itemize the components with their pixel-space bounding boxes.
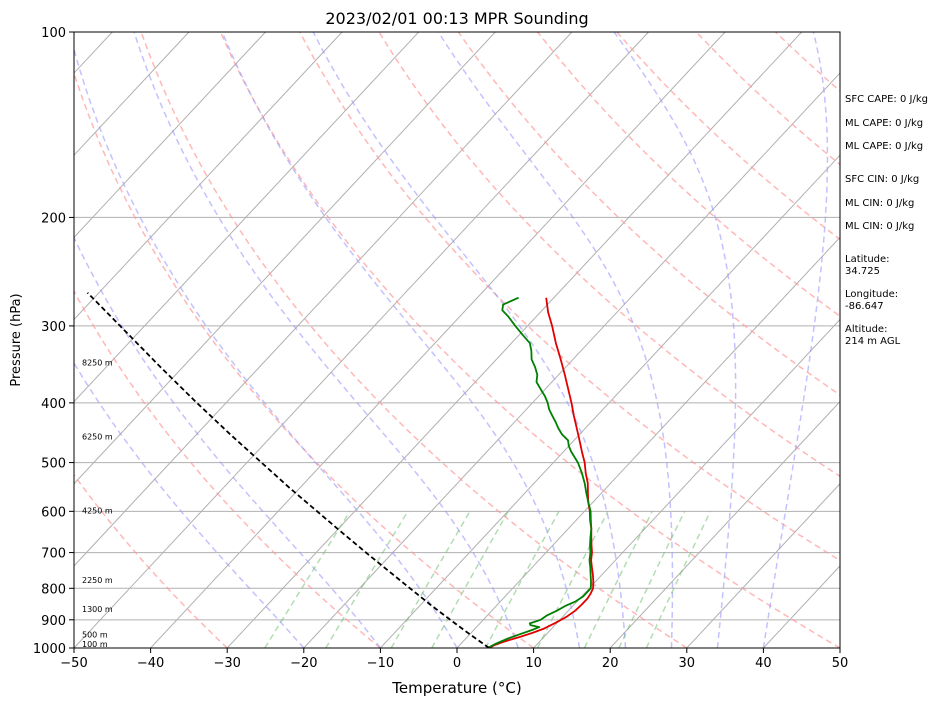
dry-adiabat-line [74,473,228,648]
x-tick-label: 40 [755,656,772,671]
sounding-parameter: SFC CAPE: 0 J/kg [845,94,928,105]
isotherm-line [686,483,840,648]
x-tick-label: −30 [213,656,240,671]
mixing-ratio-line [618,510,686,648]
moist-adiabat-line [74,235,381,648]
isotherm-line [226,32,803,648]
mixing-ratio-line [325,510,409,648]
height-label: 2250 m [82,576,113,585]
mixing-ratio-line [264,510,351,648]
isotherm-line [74,32,266,239]
x-tick-label: 10 [525,656,542,671]
y-tick-label: 700 [41,547,66,562]
dry-adiabat-line [219,32,840,648]
x-axis-label: Temperature (°C) [391,679,521,697]
isotherm-line [456,236,840,648]
x-tick-label: 0 [453,656,461,671]
x-tick-label: −10 [367,656,394,671]
isotherm-line [303,72,840,648]
y-tick-label: 400 [41,397,66,412]
sounding-parameter: ML CIN: 0 J/kg [845,221,915,232]
moist-adiabat-line [613,32,737,648]
isotherm-line [74,32,343,321]
x-tick-label: −40 [137,656,164,671]
height-label: 500 m [82,631,108,640]
height-label: 4250 m [82,506,113,515]
dry-adiabat-line [74,289,381,648]
isotherm-line [74,32,649,648]
height-label: 1300 m [82,605,113,614]
x-tick-label: −50 [60,656,87,671]
sounding-parameter: ML CAPE: 0 J/kg [845,141,924,152]
isotherm-line [74,32,420,403]
sounding-parameter: ML CAPE: 0 J/kg [845,118,924,129]
y-tick-label: 300 [41,320,66,335]
isotherm-line [150,32,726,648]
y-tick-label: 900 [41,614,66,629]
moist-adiabat-line [74,361,305,648]
x-tick-label: 20 [602,656,619,671]
isotherm-line [74,32,496,485]
mixing-ratio-line [484,510,560,648]
height-label: 8250 m [82,358,113,367]
moist-adiabat-line [762,32,829,648]
y-tick-label: 200 [41,211,66,226]
mixing-ratio-line [536,510,609,648]
sounding-parameter: SFC CIN: 0 J/kg [845,174,920,185]
dewpoint-profile [487,296,593,648]
dry-adiabat-line [537,32,840,318]
moist-adiabat-line [437,32,674,648]
y-axis-label: Pressure (hPa) [9,293,24,386]
moist-adiabat-line [312,32,627,648]
sounding-parameter: Altitude: 214 m AGL [845,324,901,347]
isotherm-line [533,318,840,648]
moist-adiabat-line [133,32,520,648]
chart-title: 2023/02/01 00:13 MPR Sounding [325,9,588,28]
sounding-parameter: Longitude: -86.647 [845,289,899,312]
y-tick-label: 1000 [33,642,66,657]
x-tick-label: 50 [832,656,849,671]
parcel-profile [86,292,490,648]
dry-adiabat-line [74,70,535,648]
height-label: 6250 m [82,432,113,441]
sounding-parameter: ML CIN: 0 J/kg [845,198,915,209]
mixing-ratio-line [390,510,471,648]
isotherm-line [74,32,190,156]
height-label: 100 m [82,640,108,649]
sounding-parameter: Latitude: 34.725 [845,254,890,277]
y-tick-label: 100 [41,26,66,41]
mixing-ratio-line [583,510,653,648]
dry-adiabat-line [457,32,840,396]
x-tick-label: 30 [679,656,696,671]
y-tick-label: 800 [41,582,66,597]
isotherm-line [609,400,840,648]
mixing-ratio-line [645,510,712,648]
isotherm-line [380,154,840,648]
x-tick-label: −20 [290,656,317,671]
y-tick-label: 600 [41,505,66,520]
mixing-ratio-line [431,510,509,648]
y-tick-label: 500 [41,457,66,472]
isotherm-line [74,32,573,567]
